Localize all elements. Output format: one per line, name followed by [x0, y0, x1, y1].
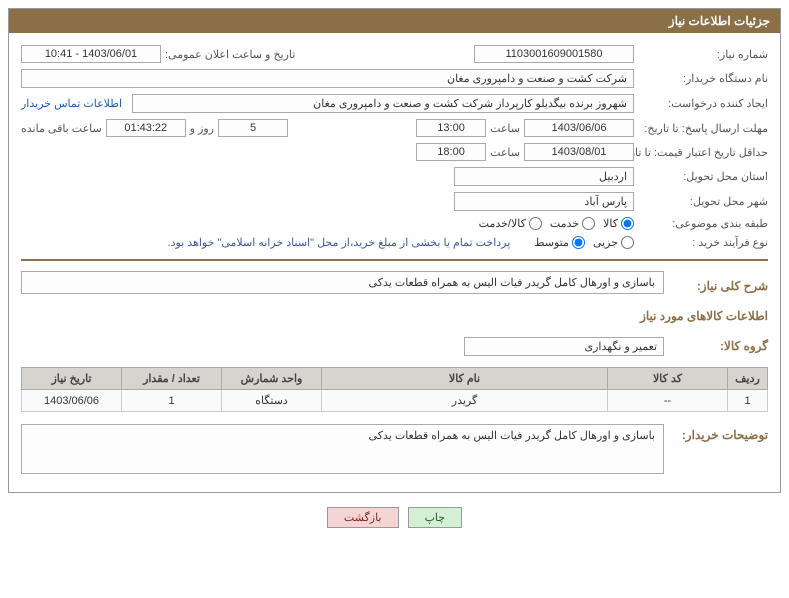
cell-unit: دستگاه — [222, 390, 322, 412]
row-category: طبقه بندی موضوعی: کالا خدمت کالا/خدمت — [21, 217, 768, 230]
announce-value: 1403/06/01 - 10:41 — [21, 45, 161, 63]
validity-time: 18:00 — [416, 143, 486, 161]
row-remarks: توضیحات خریدار: باسازی و اورهال کامل گری… — [21, 420, 768, 474]
proc-minor-radio[interactable] — [621, 236, 634, 249]
buyer-contact-link[interactable]: اطلاعات تماس خریدار — [21, 97, 122, 110]
cat-both-option[interactable]: کالا/خدمت — [479, 217, 542, 230]
row-need-number: شماره نیاز: 1103001609001580 تاریخ و ساع… — [21, 45, 768, 63]
cell-qty: 1 — [122, 390, 222, 412]
print-button[interactable]: چاپ — [408, 507, 463, 528]
cat-goods-radio[interactable] — [621, 217, 634, 230]
cell-name: گریدر — [322, 390, 608, 412]
need-no-value: 1103001609001580 — [474, 45, 634, 63]
row-deadline: مهلت ارسال پاسخ: تا تاریخ: 1403/06/06 سا… — [21, 119, 768, 137]
buyer-org-value: شرکت کشت و صنعت و دامپروری مغان — [21, 69, 634, 88]
th-qty: تعداد / مقدار — [122, 368, 222, 390]
button-row: چاپ بازگشت — [8, 507, 781, 528]
category-radio-group: کالا خدمت کالا/خدمت — [479, 217, 634, 230]
details-panel: جزئیات اطلاعات نیاز شماره نیاز: 11030016… — [8, 8, 781, 493]
row-validity: حداقل تاریخ اعتبار قیمت: تا تاریخ: 1403/… — [21, 143, 768, 161]
summary-label: شرح کلی نیاز: — [668, 279, 768, 293]
row-group: گروه کالا: تعمیر و نگهداری — [21, 331, 768, 361]
row-buyer-org: نام دستگاه خریدار: شرکت کشت و صنعت و دام… — [21, 69, 768, 88]
th-row: ردیف — [728, 368, 768, 390]
province-value: اردبیل — [454, 167, 634, 186]
back-button[interactable]: بازگشت — [327, 507, 399, 528]
deadline-label: مهلت ارسال پاسخ: تا تاریخ: — [638, 122, 768, 135]
deadline-time-label: ساعت — [490, 122, 520, 135]
cell-date: 1403/06/06 — [22, 390, 122, 412]
divider — [21, 259, 768, 261]
th-date: تاریخ نیاز — [22, 368, 122, 390]
table-header-row: ردیف کد کالا نام کالا واحد شمارش تعداد /… — [22, 368, 768, 390]
province-label: استان محل تحویل: — [638, 170, 768, 183]
deadline-date: 1403/06/06 — [524, 119, 634, 137]
buyer-org-label: نام دستگاه خریدار: — [638, 72, 768, 85]
validity-label: حداقل تاریخ اعتبار قیمت: تا تاریخ: — [638, 146, 768, 159]
cell-code: -- — [608, 390, 728, 412]
table-row: 1 -- گریدر دستگاه 1 1403/06/06 — [22, 390, 768, 412]
row-city: شهر محل تحویل: پارس آباد — [21, 192, 768, 211]
row-requester: ایجاد کننده درخواست: شهروز برنده بیگدیلو… — [21, 94, 768, 113]
cat-service-option[interactable]: خدمت — [550, 217, 595, 230]
proc-medium-option[interactable]: متوسط — [534, 236, 585, 249]
remain-label: ساعت باقی مانده — [21, 122, 102, 135]
proc-medium-radio[interactable] — [572, 236, 585, 249]
requester-label: ایجاد کننده درخواست: — [638, 97, 768, 110]
days-label: روز و — [190, 122, 214, 135]
cat-service-radio[interactable] — [582, 217, 595, 230]
panel-body: شماره نیاز: 1103001609001580 تاریخ و ساع… — [9, 33, 780, 492]
city-label: شهر محل تحویل: — [638, 195, 768, 208]
th-code: کد کالا — [608, 368, 728, 390]
process-radio-group: جزیی متوسط — [534, 236, 634, 249]
remarks-label: توضیحات خریدار: — [668, 428, 768, 442]
category-label: طبقه بندی موضوعی: — [638, 217, 768, 230]
summary-value: باسازی و اورهال کامل گریدر فیات الیس به … — [21, 271, 664, 294]
deadline-time: 13:00 — [416, 119, 486, 137]
row-process: نوع فرآیند خرید : جزیی متوسط پرداخت تمام… — [21, 236, 768, 249]
panel-title: جزئیات اطلاعات نیاز — [9, 9, 780, 33]
row-summary: شرح کلی نیاز: باسازی و اورهال کامل گریدر… — [21, 271, 768, 301]
countdown: 01:43:22 — [106, 119, 186, 137]
row-province: استان محل تحویل: اردبیل — [21, 167, 768, 186]
group-label: گروه کالا: — [668, 339, 768, 353]
validity-date: 1403/08/01 — [524, 143, 634, 161]
goods-table: ردیف کد کالا نام کالا واحد شمارش تعداد /… — [21, 367, 768, 412]
cat-goods-option[interactable]: کالا — [603, 217, 634, 230]
payment-note: پرداخت تمام یا بخشی از مبلغ خرید،از محل … — [168, 236, 511, 249]
cell-row: 1 — [728, 390, 768, 412]
days-value: 5 — [218, 119, 288, 137]
proc-minor-option[interactable]: جزیی — [593, 236, 634, 249]
th-name: نام کالا — [322, 368, 608, 390]
city-value: پارس آباد — [454, 192, 634, 211]
group-value: تعمیر و نگهداری — [464, 337, 664, 356]
requester-value: شهروز برنده بیگدیلو کارپرداز شرکت کشت و … — [132, 94, 634, 113]
validity-time-label: ساعت — [490, 146, 520, 159]
process-label: نوع فرآیند خرید : — [638, 236, 768, 249]
goods-info-title: اطلاعات کالاهای مورد نیاز — [21, 309, 768, 323]
remarks-value: باسازی و اورهال کامل گریدر فیات الیس به … — [21, 424, 664, 474]
need-no-label: شماره نیاز: — [638, 48, 768, 61]
announce-label: تاریخ و ساعت اعلان عمومی: — [165, 48, 295, 61]
th-unit: واحد شمارش — [222, 368, 322, 390]
cat-both-radio[interactable] — [529, 217, 542, 230]
